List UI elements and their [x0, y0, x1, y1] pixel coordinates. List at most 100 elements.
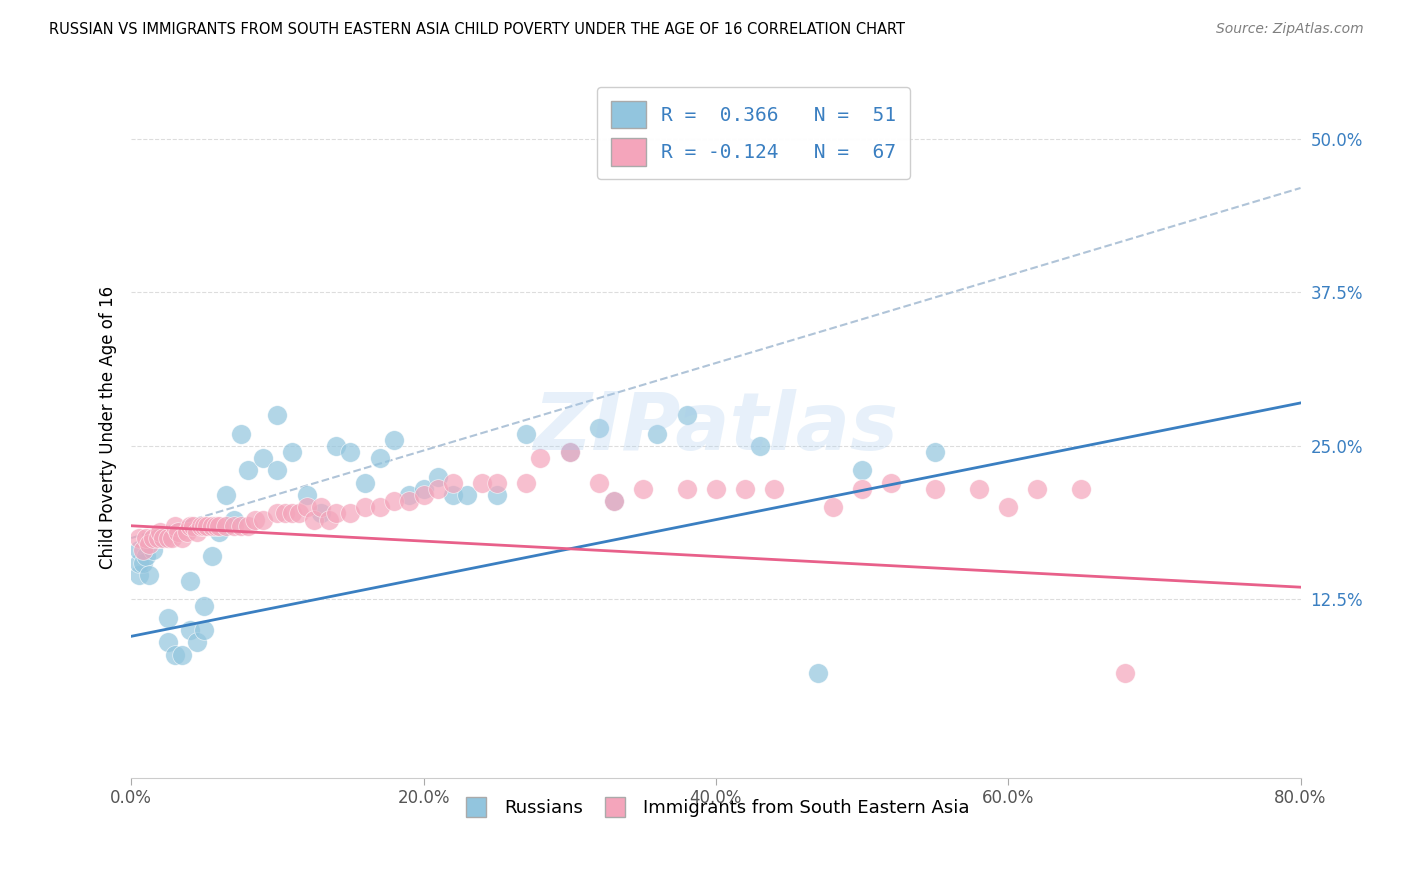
Point: [138, 568, 160, 582]
Point: [172, 648, 194, 662]
Point: [146, 531, 169, 545]
Point: [295, 488, 318, 502]
Point: [1026, 482, 1049, 496]
Point: [156, 531, 179, 545]
Point: [281, 445, 304, 459]
Point: [427, 482, 450, 496]
Text: RUSSIAN VS IMMIGRANTS FROM SOUTH EASTERN ASIA CHILD POVERTY UNDER THE AGE OF 16 : RUSSIAN VS IMMIGRANTS FROM SOUTH EASTERN…: [49, 22, 905, 37]
Point: [238, 463, 260, 477]
Point: [193, 518, 215, 533]
Point: [186, 524, 208, 539]
Point: [190, 518, 212, 533]
Point: [309, 500, 332, 515]
Point: [201, 518, 224, 533]
Point: [602, 494, 624, 508]
Point: [631, 482, 654, 496]
Point: [149, 531, 172, 545]
Text: Source: ZipAtlas.com: Source: ZipAtlas.com: [1216, 22, 1364, 37]
Point: [368, 500, 391, 515]
Point: [215, 518, 238, 533]
Point: [208, 524, 231, 539]
Point: [602, 494, 624, 508]
Point: [1114, 666, 1136, 681]
Point: [529, 451, 551, 466]
Point: [252, 513, 274, 527]
Point: [238, 518, 260, 533]
Point: [441, 488, 464, 502]
Point: [318, 513, 340, 527]
Point: [156, 635, 179, 649]
Point: [142, 531, 165, 545]
Point: [485, 475, 508, 490]
Point: [675, 408, 697, 422]
Point: [215, 488, 238, 502]
Point: [748, 439, 770, 453]
Point: [179, 518, 201, 533]
Point: [558, 445, 581, 459]
Point: [167, 524, 190, 539]
Point: [325, 439, 347, 453]
Point: [354, 500, 377, 515]
Point: [181, 518, 204, 533]
Point: [195, 518, 218, 533]
Point: [412, 488, 434, 502]
Point: [222, 518, 245, 533]
Point: [176, 524, 198, 539]
Point: [208, 518, 231, 533]
Point: [412, 482, 434, 496]
Point: [193, 623, 215, 637]
Point: [325, 507, 347, 521]
Point: [179, 623, 201, 637]
Point: [880, 475, 903, 490]
Point: [456, 488, 478, 502]
Point: [281, 507, 304, 521]
Point: [128, 543, 150, 558]
Point: [274, 507, 297, 521]
Point: [135, 549, 157, 564]
Point: [138, 537, 160, 551]
Point: [997, 500, 1019, 515]
Point: [807, 666, 830, 681]
Point: [382, 433, 405, 447]
Text: ZIPatlas: ZIPatlas: [533, 389, 898, 467]
Point: [924, 445, 946, 459]
Point: [201, 549, 224, 564]
Point: [515, 475, 537, 490]
Point: [967, 482, 990, 496]
Point: [156, 611, 179, 625]
Point: [851, 463, 873, 477]
Point: [647, 426, 669, 441]
Point: [266, 463, 288, 477]
Point: [128, 556, 150, 570]
Point: [675, 482, 697, 496]
Point: [132, 556, 155, 570]
Point: [252, 451, 274, 466]
Legend: Russians, Immigrants from South Eastern Asia: Russians, Immigrants from South Eastern …: [456, 792, 976, 824]
Point: [229, 426, 252, 441]
Point: [132, 543, 155, 558]
Point: [734, 482, 756, 496]
Point: [588, 420, 610, 434]
Point: [172, 531, 194, 545]
Point: [193, 599, 215, 613]
Point: [354, 475, 377, 490]
Point: [152, 531, 174, 545]
Point: [135, 531, 157, 545]
Point: [588, 475, 610, 490]
Point: [222, 513, 245, 527]
Point: [179, 574, 201, 588]
Point: [288, 507, 311, 521]
Point: [229, 518, 252, 533]
Point: [471, 475, 494, 490]
Point: [851, 482, 873, 496]
Point: [160, 531, 183, 545]
Point: [295, 500, 318, 515]
Point: [339, 445, 361, 459]
Point: [763, 482, 786, 496]
Point: [382, 494, 405, 508]
Point: [165, 518, 187, 533]
Point: [704, 482, 727, 496]
Point: [821, 500, 844, 515]
Point: [558, 445, 581, 459]
Y-axis label: Child Poverty Under the Age of 16: Child Poverty Under the Age of 16: [100, 286, 117, 569]
